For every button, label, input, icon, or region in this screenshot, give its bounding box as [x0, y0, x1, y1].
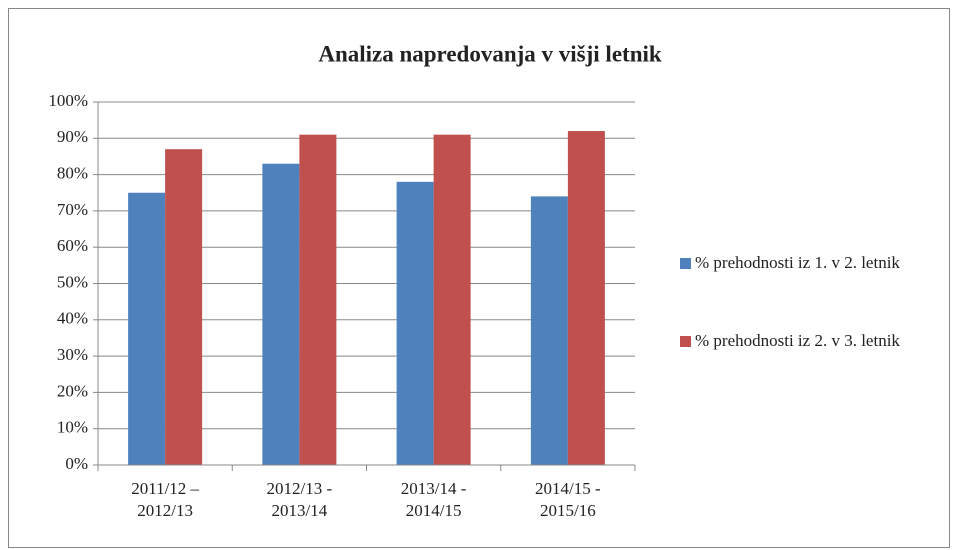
- y-tick-label: 40%: [57, 309, 88, 328]
- legend-swatch: [680, 336, 691, 347]
- bar: [433, 134, 471, 466]
- x-tick-label: 2013/14 - 2014/15: [400, 479, 467, 520]
- bar: [396, 181, 434, 466]
- legend-label: % prehodnosti iz 2. v 3. letnik: [695, 331, 900, 350]
- y-tick-label: 10%: [57, 418, 88, 437]
- y-tick-label: 60%: [57, 236, 88, 255]
- x-tick-label: 2014/15 - 2015/16: [535, 479, 601, 520]
- x-tick-label: 2011/12 – 2012/13: [131, 479, 200, 520]
- bar: [530, 196, 568, 465]
- chart-title: Analiza napredovanja v višji letnik: [318, 41, 662, 66]
- y-tick-label: 0%: [65, 454, 88, 473]
- y-tick-label: 100%: [48, 91, 88, 110]
- bar: [128, 192, 166, 465]
- y-tick-label: 80%: [57, 164, 88, 183]
- legend-swatch: [680, 258, 691, 269]
- y-tick-label: 20%: [57, 381, 88, 400]
- y-tick-label: 90%: [57, 127, 88, 146]
- y-tick-label: 50%: [57, 272, 88, 291]
- bar: [567, 131, 605, 466]
- y-tick-label: 30%: [57, 345, 88, 364]
- bar: [262, 163, 300, 465]
- bar: [165, 149, 203, 465]
- legend-label: % prehodnosti iz 1. v 2. letnik: [695, 253, 900, 272]
- x-tick-label: 2012/13 - 2013/14: [266, 479, 333, 520]
- bar: [299, 134, 337, 466]
- y-tick-label: 70%: [57, 200, 88, 219]
